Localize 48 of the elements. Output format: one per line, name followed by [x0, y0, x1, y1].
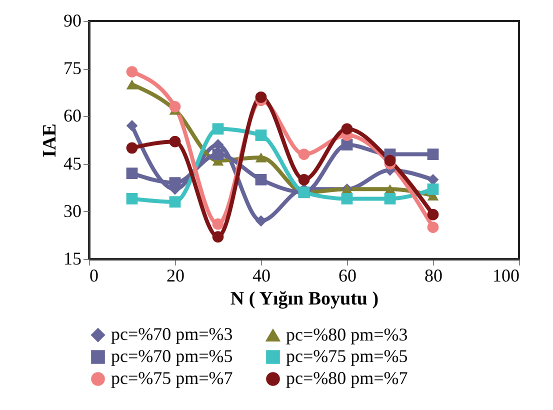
- point: [384, 154, 396, 166]
- y-tick-label: 30: [64, 200, 82, 221]
- point: [212, 218, 224, 230]
- point: [255, 152, 267, 162]
- point: [126, 193, 138, 204]
- point: [255, 174, 267, 186]
- x-tick-label: 80: [424, 266, 442, 286]
- point: [169, 196, 181, 208]
- legend-label: pc=%75 pm=%5: [286, 346, 408, 366]
- point: [126, 80, 138, 90]
- point: [298, 174, 310, 186]
- legend-label: pc=%80 pm=%3: [286, 324, 408, 344]
- point: [427, 222, 439, 233]
- x-axis-title: N ( Yığın Boyutu ): [230, 288, 379, 310]
- point: [126, 168, 138, 180]
- x-tick-label: 60: [338, 266, 356, 286]
- x-tick-label: 20: [166, 266, 184, 286]
- point: [212, 123, 224, 135]
- point: [384, 193, 396, 204]
- point: [255, 91, 267, 103]
- point: [427, 148, 439, 160]
- y-tick-label: 90: [64, 10, 82, 30]
- x-tick-label: 0: [90, 266, 98, 286]
- x-tick-label: 40: [252, 266, 270, 286]
- point: [126, 120, 138, 132]
- point: [212, 231, 224, 242]
- y-tick-label: 15: [64, 248, 82, 268]
- legend-label: pc=%80 pm=%7: [286, 368, 408, 388]
- point: [341, 123, 353, 135]
- point: [169, 136, 181, 148]
- legend-label: pc=%70 pm=%5: [111, 346, 233, 366]
- point: [255, 215, 267, 227]
- point: [255, 130, 267, 141]
- point: [126, 142, 138, 154]
- y-tick-label: 75: [64, 58, 82, 78]
- y-tick-label: 45: [64, 153, 82, 174]
- point: [341, 193, 353, 204]
- y-tick-label: 60: [64, 106, 82, 126]
- point: [126, 66, 138, 78]
- point: [427, 208, 439, 220]
- x-tick-label: 100: [492, 266, 520, 286]
- point: [212, 148, 224, 160]
- legend-label: pc=%70 pm=%3: [111, 324, 233, 344]
- point: [298, 148, 310, 160]
- y-axis-title: IAE: [40, 124, 60, 158]
- point: [427, 183, 439, 195]
- legend-label: pc=%75 pm=%7: [111, 368, 233, 388]
- point: [169, 100, 181, 112]
